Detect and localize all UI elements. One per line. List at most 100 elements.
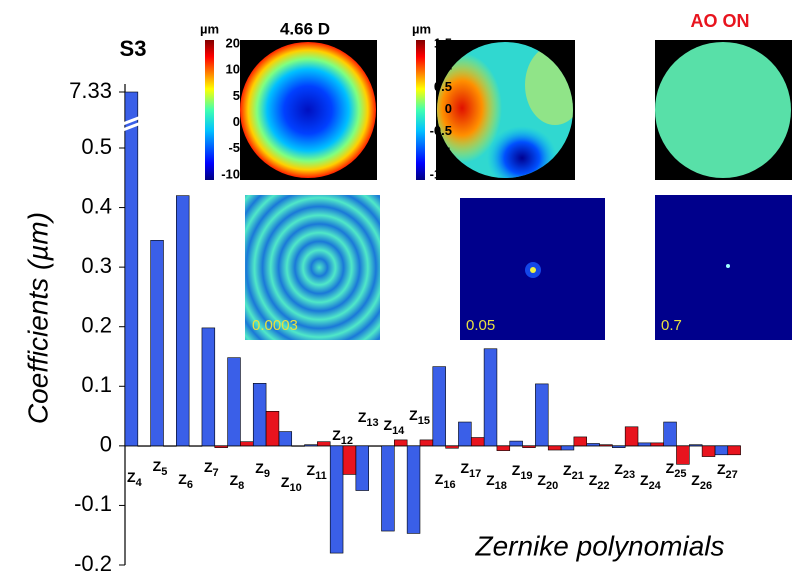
label-subscript: 16 — [443, 479, 455, 491]
bar — [638, 443, 651, 446]
x-axis-label: Zernike polynomials — [475, 530, 725, 561]
defocus-label: 4.66 D — [280, 19, 330, 38]
bar — [587, 443, 600, 445]
x-tick-label: Z24 — [640, 472, 662, 492]
bar — [574, 437, 587, 446]
bar — [382, 446, 395, 531]
chart: S3 4.66 D AO ON µm µm 0.0003 0.05 0.7 Co… — [0, 0, 792, 575]
colorbar-tick-label: 0 — [233, 114, 240, 129]
label-subscript: 15 — [418, 415, 430, 427]
bar — [394, 440, 407, 446]
bar — [715, 446, 728, 455]
image-label: 0.0003 — [252, 317, 298, 334]
x-tick-label: Z9 — [255, 460, 270, 480]
bar — [523, 446, 536, 448]
label-subscript: 11 — [315, 470, 327, 482]
colorbar-tick-label: -5 — [228, 140, 240, 155]
bar — [292, 446, 305, 447]
bar — [330, 446, 343, 553]
bar — [369, 446, 382, 447]
label-subscript: 21 — [572, 470, 584, 482]
colorbar-unit: µm — [412, 21, 431, 36]
x-tick-label: Z23 — [614, 461, 635, 481]
x-tick-label: Z6 — [178, 471, 193, 491]
bar — [484, 349, 497, 446]
map-low — [487, 126, 557, 190]
x-tick-label: Z21 — [563, 462, 584, 482]
label-subscript: 20 — [546, 480, 558, 492]
bar — [228, 358, 241, 446]
x-tick-label: Z27 — [717, 461, 738, 481]
label-subscript: 12 — [341, 435, 353, 447]
bar — [202, 328, 215, 446]
x-tick-label: Z22 — [589, 472, 610, 492]
colorbar-tick-label: 20 — [226, 35, 240, 50]
bar — [471, 438, 484, 446]
x-tick-label: Z20 — [537, 472, 558, 492]
label-subscript: 5 — [161, 466, 167, 478]
x-tick-label: Z7 — [204, 459, 219, 479]
bar — [497, 446, 510, 451]
y-tick-label: 0.5 — [81, 134, 112, 159]
x-tick-label: Z16 — [435, 471, 456, 491]
bar — [407, 446, 420, 534]
label-subscript: 23 — [623, 469, 635, 481]
colorbar — [416, 40, 425, 180]
bar — [420, 440, 433, 446]
bar — [163, 446, 176, 447]
label-subscript: 4 — [136, 477, 143, 489]
insets — [205, 40, 792, 340]
label-subscript: 22 — [597, 480, 609, 492]
x-tick-label: Z14 — [384, 417, 406, 437]
psf-spot — [530, 267, 536, 273]
x-tick-label: Z8 — [230, 472, 245, 492]
x-tick-label: Z17 — [460, 460, 481, 480]
bar — [138, 446, 151, 447]
bar — [189, 446, 202, 447]
bar — [433, 367, 446, 446]
label-subscript: 18 — [495, 480, 507, 492]
label-subscript: 25 — [674, 468, 686, 480]
y-tick-label: 7.33 — [69, 78, 112, 103]
y-tick-label: 0.4 — [81, 193, 112, 218]
colorbar-tick-label: 1 — [445, 57, 452, 72]
bar — [535, 384, 548, 446]
y-tick-label: -0.1 — [74, 491, 112, 516]
colorbar — [205, 40, 214, 180]
bar — [240, 442, 253, 446]
label-subscript: 13 — [366, 417, 378, 429]
x-tick-label: Z13 — [358, 409, 379, 429]
image-label: 0.05 — [466, 317, 495, 334]
bar — [279, 432, 292, 446]
bar — [151, 240, 164, 446]
bar — [600, 445, 613, 446]
colorbar-tick-label: -1 — [440, 145, 452, 160]
label-subscript: 10 — [289, 482, 301, 494]
label-subscript: 6 — [187, 479, 193, 491]
image-label: 0.7 — [661, 317, 682, 334]
colorbar-tick-label: 0 — [445, 101, 452, 116]
x-tick-label: Z15 — [409, 407, 430, 427]
label-subscript: 19 — [520, 470, 532, 482]
bar — [651, 443, 664, 446]
page: {"chart_data": { "type": "bar", "annotat… — [0, 0, 792, 575]
x-tick-label: Z10 — [281, 474, 302, 494]
x-tick-label: Z5 — [153, 458, 168, 478]
subject-label: S3 — [120, 36, 147, 61]
x-tick-label: Z19 — [512, 462, 533, 482]
wavefront-map — [655, 42, 791, 178]
bar — [702, 446, 715, 457]
bar — [728, 446, 741, 455]
bar — [317, 442, 330, 446]
label-subscript: 17 — [469, 468, 481, 480]
colorbar-tick-label: -1.5 — [430, 166, 452, 181]
bar — [510, 441, 523, 446]
bar — [676, 446, 689, 464]
y-axis-label: Coefficients (µm) — [22, 212, 53, 424]
label-subscript: 27 — [726, 469, 738, 481]
bar — [253, 383, 266, 446]
y-tick-label: -0.2 — [74, 551, 112, 575]
colorbar-unit: µm — [200, 21, 219, 36]
bar — [215, 446, 228, 448]
wavefront-map — [240, 42, 376, 178]
